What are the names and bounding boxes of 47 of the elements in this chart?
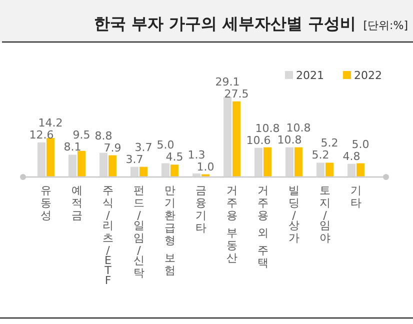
data-label: 29.1 [215,75,240,88]
data-label: 3.7 [134,140,152,154]
data-label: 10.8 [277,133,302,146]
bar [294,147,302,177]
data-label: 4.8 [342,150,360,163]
data-label: 5.0 [352,138,370,151]
x-tick-label: 거주용 부동산 [226,184,238,264]
data-label: 5.2 [312,148,330,162]
data-label: 14.2 [38,116,63,130]
data-label: 3.7 [126,152,144,166]
bar [108,155,116,177]
data-label: 12.6 [29,128,54,142]
bar [78,150,86,177]
data-label: 10.8 [286,121,311,134]
data-label: 9.5 [72,128,90,142]
legend-label: 2022 [354,69,382,82]
x-tick-label: 토지/임야 [320,184,330,244]
category-label: 주식/리츠/ETF [102,184,114,287]
bar [232,101,240,177]
text: [단위:%] [363,19,408,32]
data-label: 7.9 [104,141,122,154]
data-label: 1.0 [196,160,214,174]
bar [356,163,364,177]
data-label: 10.8 [255,122,280,135]
bar [140,166,148,177]
data-label: 1.3 [188,148,206,162]
x-tick-label: 펀드/일임/신탁 [134,184,144,280]
x-tick-label: 거주용 외 주택 [258,184,268,270]
data-label: 10.6 [246,134,271,147]
bar [264,147,272,177]
x-tick-label: 예적금 [72,184,82,222]
x-tick-label: 금융기타 [196,184,206,234]
bar [326,162,334,177]
bar [170,164,178,177]
data-label: 5.2 [320,136,338,150]
legend-label: 2021 [296,69,324,82]
x-tick-label: 빌딩/상가 [288,184,300,244]
x-tick-label: 기타 [350,184,362,210]
data-label: 27.5 [224,87,249,100]
data-label: 4.5 [166,150,184,164]
bar [46,138,54,177]
data-label: 5.0 [156,138,174,152]
x-tick-label: 유동성 [40,184,52,222]
data-label: 8.1 [64,140,82,154]
data-label: 8.8 [94,129,112,142]
x-tick-label: 만기환급형 보험 [164,184,176,277]
chart-title: 한국 부자 가구의 세부자산별 구성비 [94,14,356,33]
